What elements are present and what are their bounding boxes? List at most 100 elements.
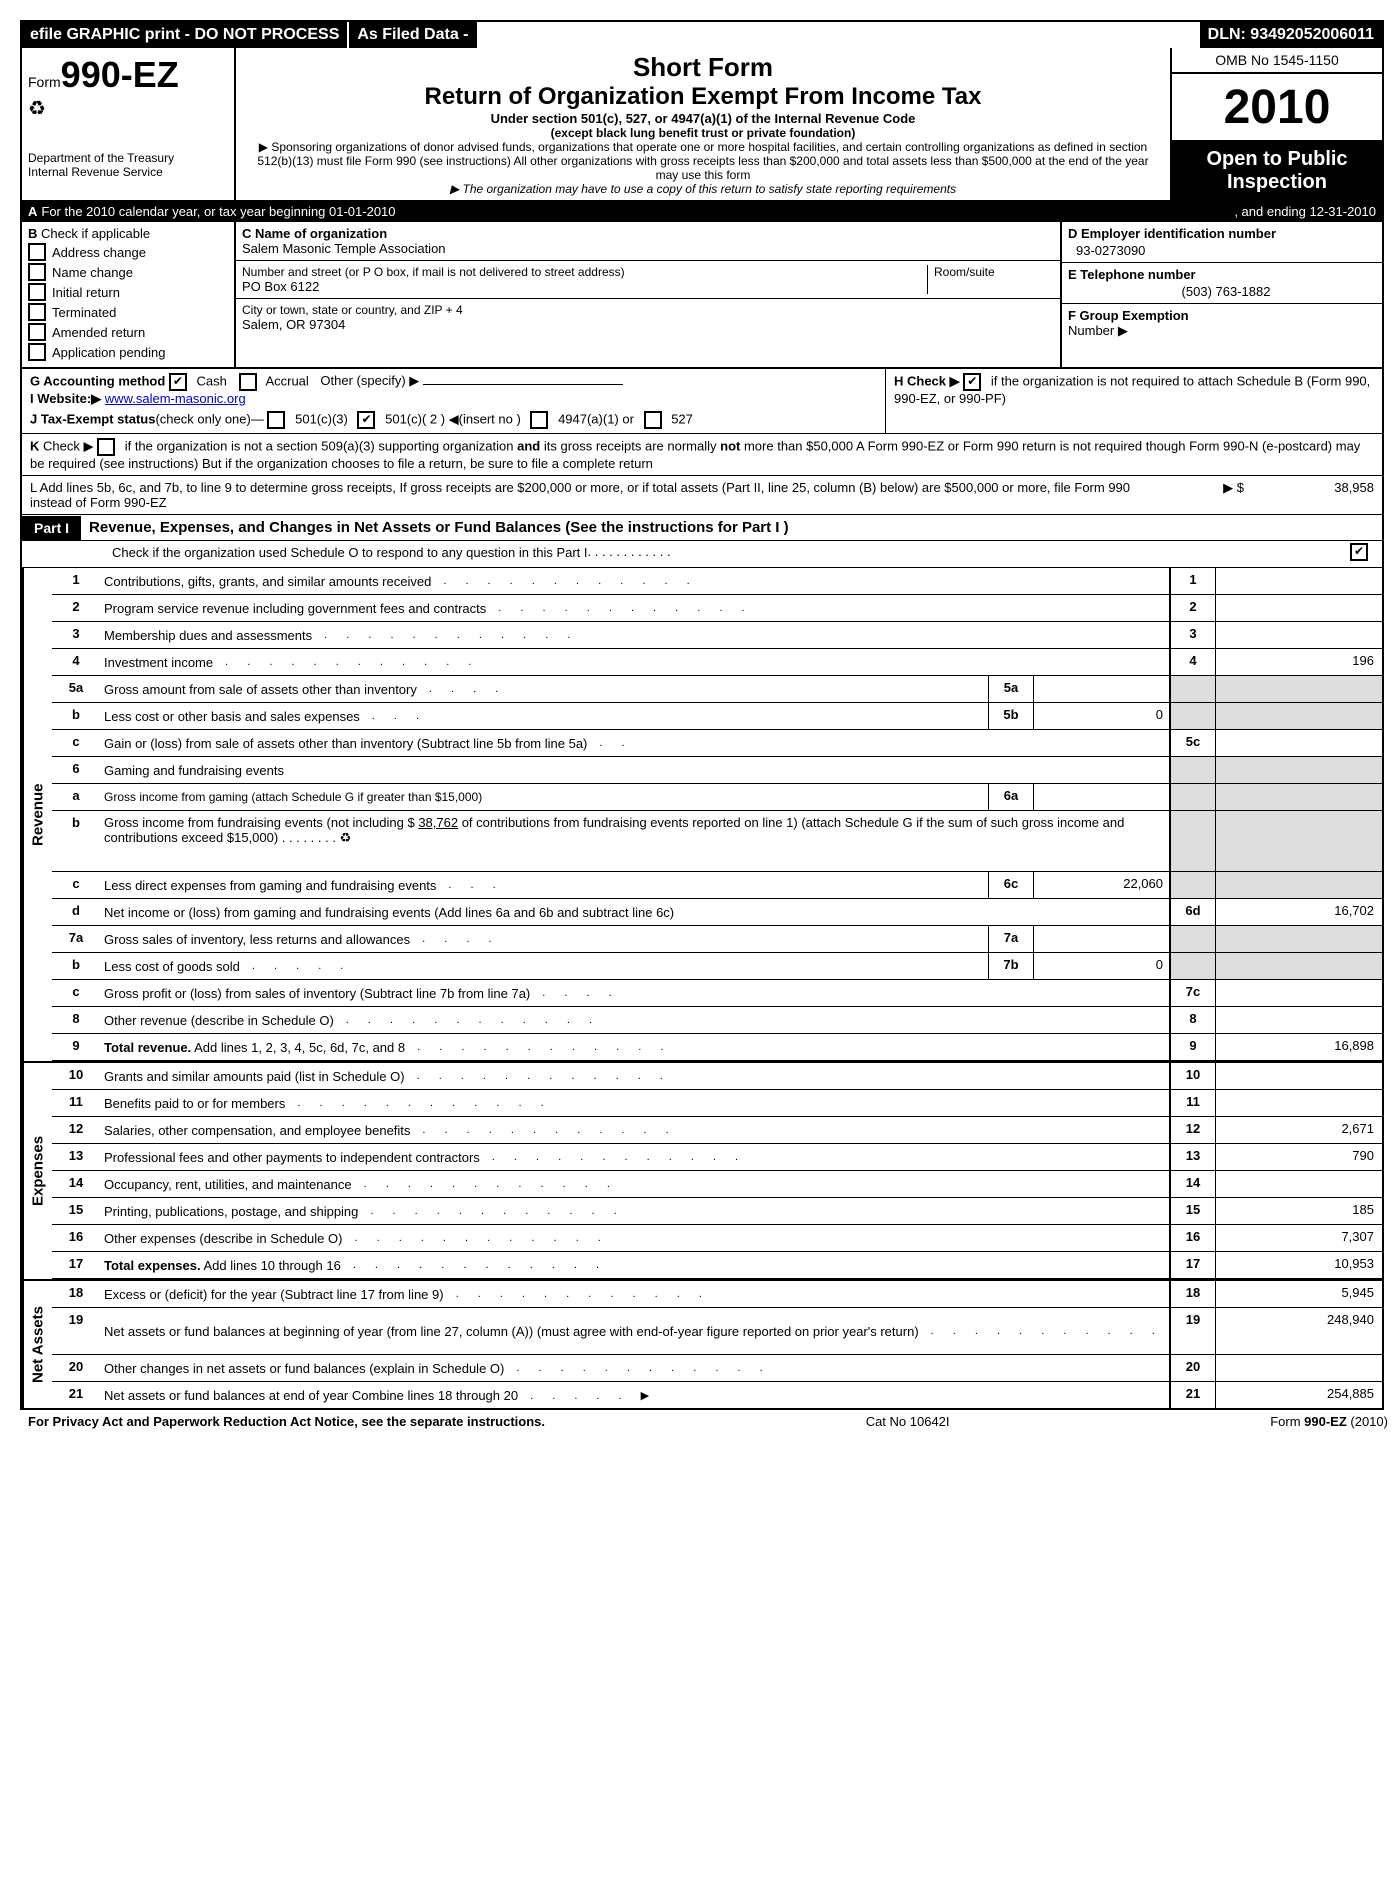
l7b-vg <box>1215 953 1382 979</box>
expenses-block: Expenses 10Grants and similar amounts pa… <box>22 1061 1382 1279</box>
line-20: 20Other changes in net assets or fund ba… <box>52 1355 1382 1382</box>
checkbox-501c3[interactable] <box>267 411 285 429</box>
l6a-sn: 6a <box>989 784 1034 810</box>
h-text1: H Check ▶ <box>894 373 960 388</box>
dots: . . . . . . . . . . . . <box>444 1288 1165 1300</box>
l5a-vg <box>1215 676 1382 702</box>
l11-v <box>1215 1090 1382 1116</box>
col-b-header: B Check if applicable <box>28 226 228 241</box>
l6c-rg <box>1169 872 1215 898</box>
dept-treasury: Department of the Treasury <box>28 151 228 165</box>
l13-r: 13 <box>1169 1144 1215 1170</box>
l16-text: Other expenses (describe in Schedule O) <box>104 1231 342 1246</box>
checkbox-527[interactable] <box>644 411 662 429</box>
part-1-sub: Check if the organization used Schedule … <box>22 541 1382 568</box>
g-other-blank[interactable] <box>423 384 623 385</box>
l6d-num: d <box>52 899 100 925</box>
checkbox-cash[interactable] <box>169 373 187 391</box>
l5b-sv: 0 <box>1034 703 1169 729</box>
line-5a: 5aGross amount from sale of assets other… <box>52 676 1382 703</box>
l7c-r: 7c <box>1169 980 1215 1006</box>
l6-text: Gaming and fundraising events <box>104 763 284 778</box>
subtitle-2: (except black lung benefit trust or priv… <box>246 126 1160 140</box>
l5c-text: Gain or (loss) from sale of assets other… <box>104 736 587 751</box>
sidelabel-revenue: Revenue <box>22 568 52 1061</box>
checkbox-amended-return[interactable]: Amended return <box>28 323 228 341</box>
dots: . . . . . . . . . . . . <box>588 544 1350 560</box>
line-18: 18 Excess or (deficit) for the year (Subt… <box>52 1281 1382 1308</box>
footer-form-prefix: Form <box>1270 1414 1304 1429</box>
l6d-text: Net income or (loss) from gaming and fun… <box>104 905 674 920</box>
line-6d: d Net income or (loss) from gaming and fu… <box>52 899 1382 926</box>
checkbox-501c[interactable] <box>357 411 375 429</box>
line-7c: cGross profit or (loss) from sales of in… <box>52 980 1382 1007</box>
dots: . . . . . . . . . . . . <box>405 1070 1165 1082</box>
revenue-block: Revenue 1Contributions, gifts, grants, a… <box>22 568 1382 1061</box>
l6-num: 6 <box>52 757 100 783</box>
i-label: I Website:▶ <box>30 391 101 406</box>
l11-text: Benefits paid to or for members <box>104 1096 285 1111</box>
dots: . . . . . . . . . . . . <box>352 1178 1165 1190</box>
d-label: D Employer identification number <box>1068 226 1376 241</box>
row-a-label: A <box>28 204 37 219</box>
l13-text: Professional fees and other payments to … <box>104 1150 480 1165</box>
checkbox-h[interactable] <box>963 373 981 391</box>
l4-num: 4 <box>52 649 100 675</box>
revenue-table: 1Contributions, gifts, grants, and simil… <box>52 568 1382 1061</box>
l18-r: 18 <box>1169 1281 1215 1307</box>
line-4: 4Investment income. . . . . . . . . . . … <box>52 649 1382 676</box>
l1-text: Contributions, gifts, grants, and simila… <box>104 574 431 589</box>
checkbox-name-change[interactable]: Name change <box>28 263 228 281</box>
line-17: 17Total expenses. Add lines 10 through 1… <box>52 1252 1382 1279</box>
l18-text: Excess or (deficit) for the year (Subtra… <box>104 1287 444 1302</box>
dots: . . . . . . . . . . . . <box>405 1041 1165 1053</box>
checkbox-application-pending[interactable]: Application pending <box>28 343 228 361</box>
l7b-num: b <box>52 953 100 979</box>
b-label: B <box>28 226 37 241</box>
l9-text: Total revenue. Add lines 1, 2, 3, 4, 5c,… <box>104 1040 405 1055</box>
l5b-rg <box>1169 703 1215 729</box>
section-bcdef: B Check if applicable Address change Nam… <box>22 222 1382 369</box>
l16-num: 16 <box>52 1225 100 1251</box>
l15-r: 15 <box>1169 1198 1215 1224</box>
form-number-big: 990-EZ <box>61 54 179 95</box>
subtitle-1: Under section 501(c), 527, or 4947(a)(1)… <box>246 111 1160 126</box>
row-a-text1: For the 2010 calendar year, or tax year … <box>41 204 1194 219</box>
checkbox-k[interactable] <box>97 438 115 456</box>
tax-year: 2010 <box>1172 74 1382 142</box>
chk-name-label: Name change <box>52 265 133 280</box>
line-21: 21Net assets or fund balances at end of … <box>52 1382 1382 1408</box>
header-note-1: ▶ Sponsoring organizations of donor advi… <box>246 140 1160 182</box>
checkbox-4947[interactable] <box>530 411 548 429</box>
checkbox-address-change[interactable]: Address change <box>28 243 228 261</box>
checkbox-terminated[interactable]: Terminated <box>28 303 228 321</box>
footer-cat: Cat No 10642I <box>866 1414 950 1429</box>
sidelabel-netassets: Net Assets <box>22 1281 52 1408</box>
l6a-vg <box>1215 784 1382 810</box>
website-link[interactable]: www.salem-masonic.org <box>105 391 246 406</box>
l6b-text: Gross income from fundraising events (no… <box>104 815 1124 845</box>
l14-text: Occupancy, rent, utilities, and maintena… <box>104 1177 352 1192</box>
ein-value: 93-0273090 <box>1068 243 1376 258</box>
l12-r: 12 <box>1169 1117 1215 1143</box>
line-11: 11Benefits paid to or for members. . . .… <box>52 1090 1382 1117</box>
l7a-num: 7a <box>52 926 100 952</box>
l6d-r: 6d <box>1169 899 1215 925</box>
checkbox-schedule-o[interactable] <box>1350 543 1368 561</box>
l6c-vg <box>1215 872 1382 898</box>
l17-num: 17 <box>52 1252 100 1278</box>
line-19: 19Net assets or fund balances at beginni… <box>52 1308 1382 1355</box>
l1-v <box>1215 568 1382 594</box>
l14-r: 14 <box>1169 1171 1215 1197</box>
line-10: 10Grants and similar amounts paid (list … <box>52 1063 1382 1090</box>
part-1-header: Part I Revenue, Expenses, and Changes in… <box>22 515 1382 541</box>
dots: . . . . . . . . . . . . <box>285 1097 1165 1109</box>
open-inspection: Open to Public Inspection <box>1172 142 1382 200</box>
chk-term-label: Terminated <box>52 305 116 320</box>
checkbox-accrual[interactable] <box>239 373 257 391</box>
checkbox-initial-return[interactable]: Initial return <box>28 283 228 301</box>
l6c-sn: 6c <box>989 872 1034 898</box>
dots: . . . . . . . . . . . . <box>341 1259 1165 1271</box>
l6b-rg <box>1169 811 1215 871</box>
dots: . . . . . . . . . . . . <box>312 629 1165 641</box>
